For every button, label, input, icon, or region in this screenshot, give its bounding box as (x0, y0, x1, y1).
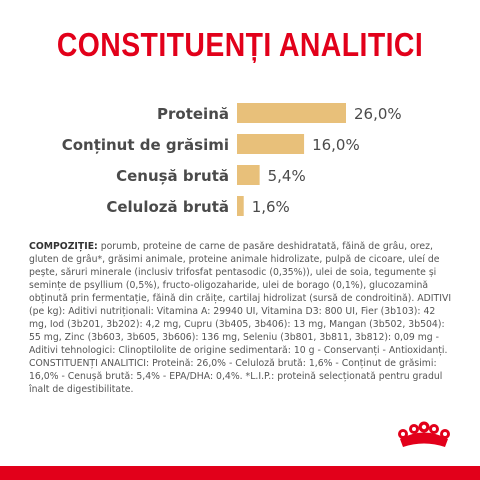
composition-heading: COMPOZIȚIE: (29, 241, 98, 252)
bar (237, 165, 260, 185)
crown-icon (398, 421, 450, 447)
brand-footer-bar (0, 466, 480, 480)
composition-text: COMPOZIȚIE: porumb, proteine de carne de… (29, 240, 454, 396)
analytic-bar-chart: Proteină 26,0% Conținut de grăsimi 16,0% Cen… (62, 103, 402, 216)
bar (237, 134, 305, 154)
category-label: Cenușă brută (116, 167, 229, 185)
page-title: CONSTITUENȚI ANALITICI (56, 26, 424, 63)
category-label: Conținut de grăsimi (62, 136, 229, 154)
category-label: Proteină (157, 105, 229, 123)
value-label: 16,0% (312, 136, 360, 154)
value-label: 5,4% (268, 167, 306, 185)
composition-body: porumb, proteine de carne de pasăre desh… (29, 241, 452, 395)
value-label: 26,0% (354, 105, 402, 123)
bar (237, 103, 346, 123)
bar (237, 196, 244, 216)
category-label: Celuloză brută (106, 198, 229, 216)
value-label: 1,6% (252, 198, 290, 216)
